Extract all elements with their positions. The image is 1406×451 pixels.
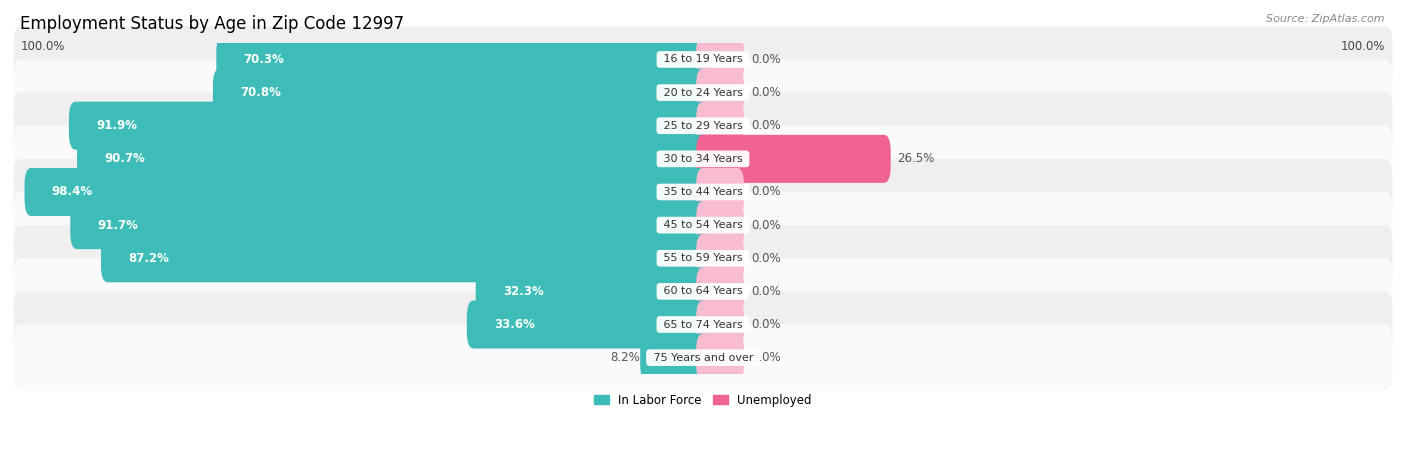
Text: 0.0%: 0.0% [751,252,780,265]
FancyBboxPatch shape [14,60,1392,126]
FancyBboxPatch shape [696,101,744,150]
Text: 20 to 24 Years: 20 to 24 Years [659,87,747,97]
FancyBboxPatch shape [70,201,710,249]
Text: 30 to 34 Years: 30 to 34 Years [659,154,747,164]
FancyBboxPatch shape [696,69,744,117]
FancyBboxPatch shape [696,36,744,83]
Text: 91.7%: 91.7% [97,219,138,232]
Text: 75 Years and over: 75 Years and over [650,353,756,363]
Text: 90.7%: 90.7% [104,152,145,166]
Text: Employment Status by Age in Zip Code 12997: Employment Status by Age in Zip Code 129… [21,15,405,33]
Legend: In Labor Force, Unemployed: In Labor Force, Unemployed [589,389,817,411]
FancyBboxPatch shape [696,168,744,216]
FancyBboxPatch shape [24,168,710,216]
FancyBboxPatch shape [696,334,744,382]
Text: 0.0%: 0.0% [751,86,780,99]
Text: 100.0%: 100.0% [21,40,65,53]
Text: 60 to 64 Years: 60 to 64 Years [659,286,747,296]
Text: 0.0%: 0.0% [751,219,780,232]
Text: 70.3%: 70.3% [243,53,284,66]
FancyBboxPatch shape [101,234,710,282]
FancyBboxPatch shape [14,291,1392,358]
Text: 33.6%: 33.6% [494,318,536,331]
FancyBboxPatch shape [696,201,744,249]
FancyBboxPatch shape [14,192,1392,258]
FancyBboxPatch shape [217,36,710,83]
FancyBboxPatch shape [475,267,710,315]
FancyBboxPatch shape [69,101,710,150]
FancyBboxPatch shape [14,159,1392,225]
Text: 0.0%: 0.0% [751,285,780,298]
Text: 0.0%: 0.0% [751,318,780,331]
FancyBboxPatch shape [640,334,710,382]
Text: 55 to 59 Years: 55 to 59 Years [659,253,747,263]
Text: 35 to 44 Years: 35 to 44 Years [659,187,747,197]
Text: 0.0%: 0.0% [751,185,780,198]
Text: 87.2%: 87.2% [128,252,169,265]
Text: 32.3%: 32.3% [503,285,544,298]
Text: 45 to 54 Years: 45 to 54 Years [659,220,747,230]
Text: 65 to 74 Years: 65 to 74 Years [659,319,747,330]
Text: 100.0%: 100.0% [1341,40,1385,53]
Text: Source: ZipAtlas.com: Source: ZipAtlas.com [1267,14,1385,23]
FancyBboxPatch shape [212,69,710,117]
Text: 25 to 29 Years: 25 to 29 Years [659,121,747,131]
Text: 70.8%: 70.8% [240,86,281,99]
Text: 26.5%: 26.5% [897,152,935,166]
FancyBboxPatch shape [14,92,1392,159]
Text: 98.4%: 98.4% [52,185,93,198]
FancyBboxPatch shape [14,126,1392,192]
FancyBboxPatch shape [14,26,1392,92]
FancyBboxPatch shape [467,300,710,349]
FancyBboxPatch shape [696,234,744,282]
FancyBboxPatch shape [696,135,891,183]
FancyBboxPatch shape [696,267,744,315]
Text: 8.2%: 8.2% [610,351,640,364]
Text: 91.9%: 91.9% [96,119,138,132]
Text: 0.0%: 0.0% [751,53,780,66]
FancyBboxPatch shape [696,300,744,349]
FancyBboxPatch shape [14,258,1392,325]
FancyBboxPatch shape [77,135,710,183]
FancyBboxPatch shape [14,225,1392,291]
Text: 0.0%: 0.0% [751,351,780,364]
Text: 16 to 19 Years: 16 to 19 Years [659,55,747,64]
FancyBboxPatch shape [14,325,1392,391]
Text: 0.0%: 0.0% [751,119,780,132]
